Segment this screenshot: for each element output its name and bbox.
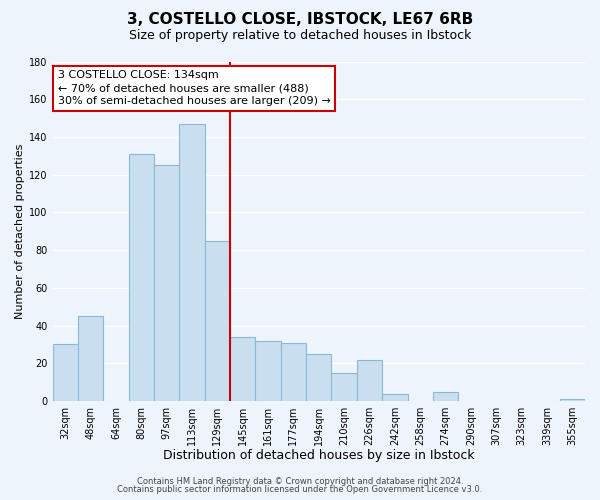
Text: 3 COSTELLO CLOSE: 134sqm
← 70% of detached houses are smaller (488)
30% of semi-: 3 COSTELLO CLOSE: 134sqm ← 70% of detach… <box>58 70 331 106</box>
Y-axis label: Number of detached properties: Number of detached properties <box>15 144 25 319</box>
Bar <box>281 342 306 401</box>
Text: 3, COSTELLO CLOSE, IBSTOCK, LE67 6RB: 3, COSTELLO CLOSE, IBSTOCK, LE67 6RB <box>127 12 473 28</box>
Text: Size of property relative to detached houses in Ibstock: Size of property relative to detached ho… <box>129 29 471 42</box>
Bar <box>382 394 407 401</box>
Text: Contains HM Land Registry data © Crown copyright and database right 2024.: Contains HM Land Registry data © Crown c… <box>137 477 463 486</box>
Bar <box>179 124 205 401</box>
Bar <box>230 337 256 401</box>
Bar <box>53 344 78 401</box>
Bar <box>154 166 179 401</box>
Bar <box>128 154 154 401</box>
X-axis label: Distribution of detached houses by size in Ibstock: Distribution of detached houses by size … <box>163 450 475 462</box>
Bar <box>256 340 281 401</box>
Bar <box>78 316 103 401</box>
Bar <box>306 354 331 401</box>
Text: Contains public sector information licensed under the Open Government Licence v3: Contains public sector information licen… <box>118 485 482 494</box>
Bar <box>205 240 230 401</box>
Bar <box>560 399 585 401</box>
Bar <box>331 373 357 401</box>
Bar <box>357 360 382 401</box>
Bar <box>433 392 458 401</box>
